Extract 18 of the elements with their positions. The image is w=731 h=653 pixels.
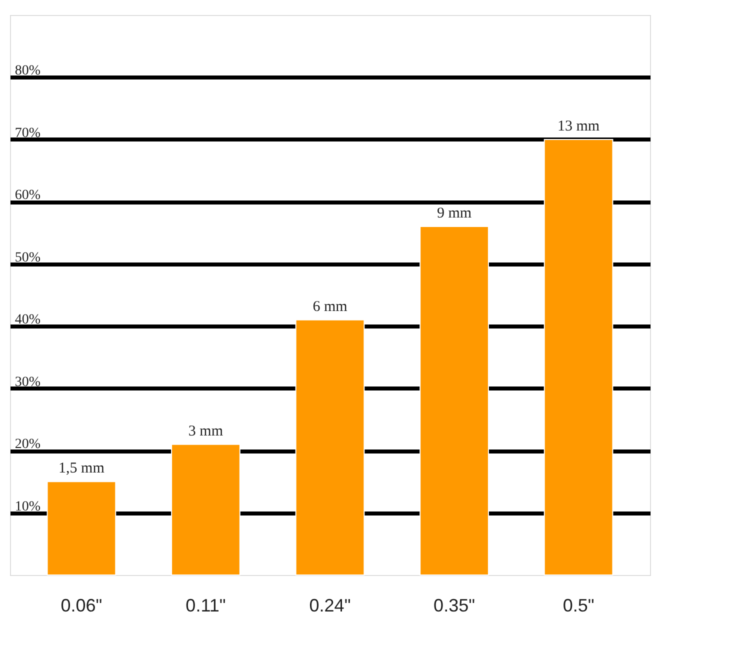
y-tick-label: 80%: [14, 64, 41, 79]
x-tick-label: 0.11": [186, 596, 226, 616]
y-tick-label: 10%: [14, 499, 41, 514]
y-tick-label: 40%: [14, 312, 41, 328]
y-tick-label: 50%: [14, 250, 41, 266]
annotation: 13 mm: [557, 118, 600, 134]
y-tick-label: 20%: [14, 437, 41, 452]
x-tick-label: 0.35": [434, 596, 475, 616]
y-tick-label: 60%: [14, 188, 41, 204]
y-tick-label: 30%: [14, 374, 41, 390]
annotation: 1,5 mm: [58, 460, 105, 477]
annotation: 9 mm: [436, 206, 472, 222]
annotation: 3 mm: [188, 423, 224, 440]
x-tick-label: 0.06": [60, 596, 102, 616]
annotation: 6 mm: [312, 298, 348, 315]
x-tick-label: 0.5": [562, 596, 594, 616]
x-tick-label: 0.24": [309, 596, 351, 616]
y-tick-label: 70%: [14, 126, 41, 141]
